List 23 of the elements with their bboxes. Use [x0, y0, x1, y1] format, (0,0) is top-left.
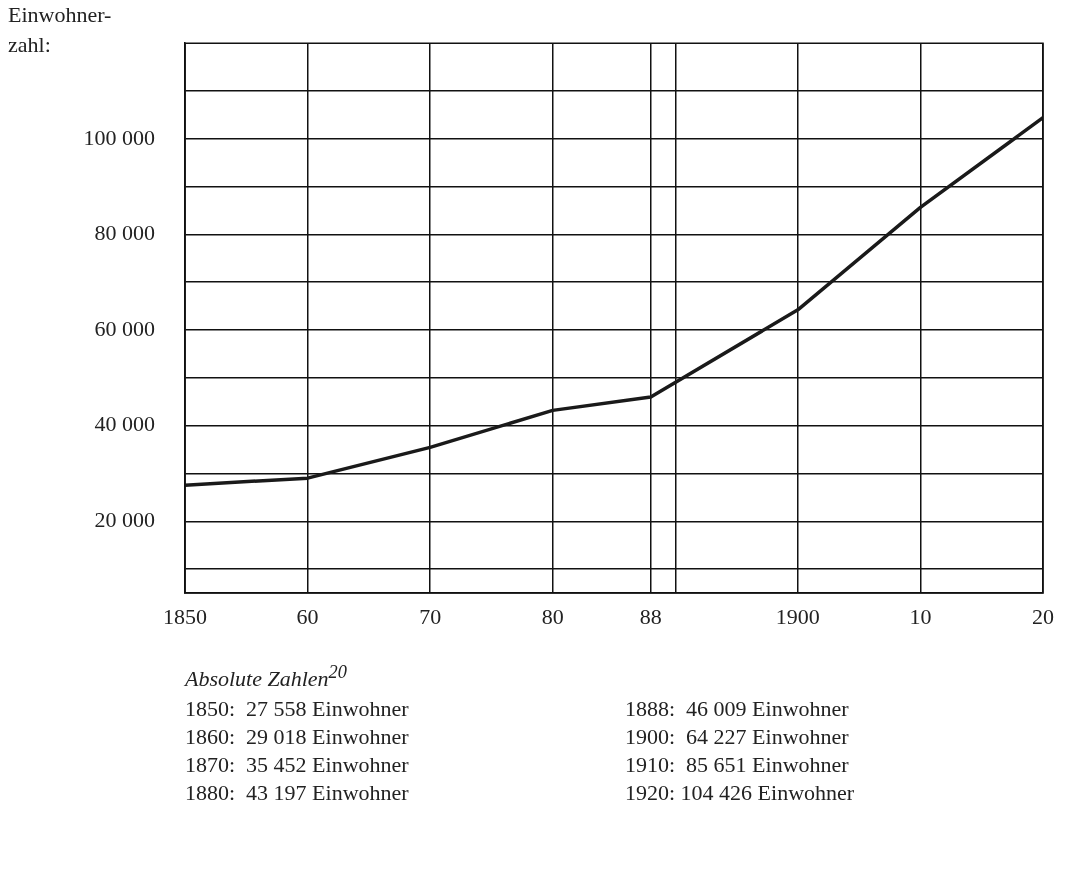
- y-tick-label: 40 000: [94, 411, 155, 437]
- text: Absolute Zahlen$^{20}$: [185, 661, 348, 694]
- x-tick-label: 1900: [775, 603, 820, 629]
- x-tick-label: 10: [909, 603, 932, 629]
- y-tick-label: 20 000: [94, 507, 155, 533]
- text: 1900: 64 227 Einwohner: [625, 723, 850, 752]
- text: 1888: 46 009 Einwohner: [625, 695, 850, 724]
- y-tick-label: 60 000: [94, 315, 155, 341]
- x-tick-label: 20: [1032, 603, 1054, 629]
- y-tick-label: 100 000: [83, 124, 155, 150]
- text: 1850: 27 558 Einwohner: [185, 695, 410, 724]
- y-tick-label: 80 000: [94, 220, 155, 246]
- x-tick-label: 60: [296, 603, 319, 629]
- y-axis-title: Einwohner- zahl:: [8, 1, 112, 59]
- text: 1870: 35 452 Einwohner: [185, 751, 410, 780]
- x-tick-label: 1850: [163, 603, 207, 629]
- text: 1860: 29 018 Einwohner: [185, 723, 410, 752]
- text: 1880: 43 197 Einwohner: [185, 779, 410, 808]
- text: 1910: 85 651 Einwohner: [625, 751, 850, 780]
- x-tick-label: 70: [419, 603, 442, 629]
- x-tick-label: 80: [541, 603, 564, 629]
- text: 1920: 104 426 Einwohner: [625, 779, 856, 808]
- x-tick-label: 88: [639, 603, 662, 629]
